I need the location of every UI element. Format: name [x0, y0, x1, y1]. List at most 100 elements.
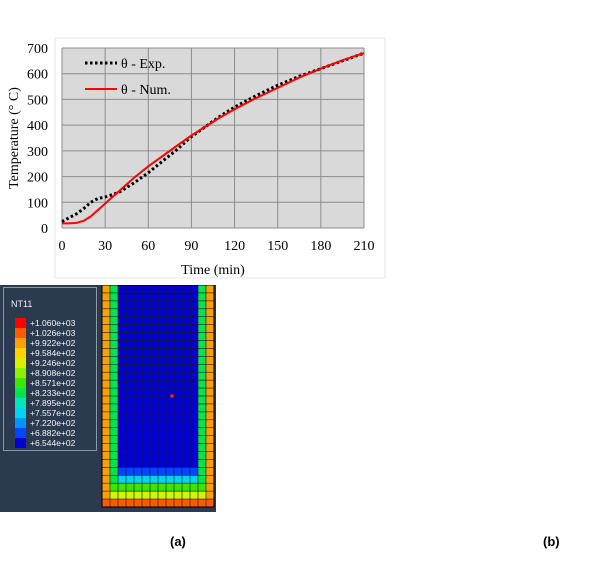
mesh-cell	[149, 387, 159, 397]
mesh-cell	[125, 435, 135, 445]
mesh-cell	[101, 474, 111, 484]
mesh-cell	[197, 474, 207, 484]
mesh-cell	[141, 363, 151, 373]
y-tick-label: 100	[27, 196, 48, 211]
mesh-cell	[125, 356, 135, 365]
mesh-cell	[189, 411, 199, 421]
mesh-cell	[109, 459, 119, 468]
mesh-cell	[125, 451, 135, 460]
mesh-cell	[181, 356, 191, 365]
mesh-cell	[181, 395, 191, 405]
mesh-cell	[189, 451, 199, 460]
y-axis-title: Temperature (° C)	[7, 87, 22, 189]
mesh-cell	[149, 292, 159, 302]
colorbar-level: +7.557e+02	[12, 408, 98, 418]
mesh-cell	[101, 427, 111, 437]
mesh-cell	[189, 379, 199, 389]
mesh-cell	[125, 300, 135, 310]
colorbar-swatch	[15, 368, 26, 378]
mesh-cell	[109, 451, 119, 460]
mesh-cell	[205, 316, 215, 326]
mesh-cell	[173, 482, 183, 492]
mesh-cell	[173, 395, 183, 405]
mesh-cell	[141, 467, 151, 476]
mesh-cell	[125, 332, 135, 341]
mesh-cell	[149, 411, 159, 421]
mesh-cell	[181, 348, 191, 357]
mesh-cell	[173, 498, 183, 508]
mesh-cell	[157, 411, 167, 421]
mesh-cell	[133, 371, 143, 381]
mesh-cell	[173, 419, 183, 429]
colorbar-swatch	[15, 378, 26, 388]
mesh-cell	[197, 451, 207, 460]
mesh-cell	[197, 363, 207, 373]
mesh-cell	[133, 419, 143, 429]
mesh-cell	[125, 340, 135, 349]
mesh-cell	[101, 435, 111, 445]
mesh-cell	[165, 308, 175, 318]
mesh-cell	[149, 285, 159, 294]
colorbar-value: +9.246e+02	[30, 358, 76, 368]
mesh-cell	[149, 474, 159, 484]
mesh-cell	[165, 379, 175, 389]
mesh-cell	[197, 300, 207, 310]
mesh-cell	[181, 324, 191, 334]
mesh-cell	[133, 467, 143, 476]
mesh-cell	[141, 387, 151, 397]
colorbar-value: +8.908e+02	[30, 368, 76, 378]
mesh-cell	[173, 387, 183, 397]
mesh-cell	[117, 340, 127, 349]
mesh-cell	[157, 379, 167, 389]
mesh-cell	[165, 292, 175, 302]
mesh-cell	[205, 451, 215, 460]
mesh-cell	[133, 498, 143, 508]
colorbar-swatch	[15, 418, 26, 428]
mesh-cell	[149, 443, 159, 453]
mesh-cell	[205, 324, 215, 334]
mesh-cell	[133, 435, 143, 445]
mesh-cell	[141, 419, 151, 429]
mesh-cell	[149, 490, 159, 500]
mesh-cell	[133, 285, 143, 294]
colorbar-value: +9.922e+02	[30, 338, 76, 348]
mesh-cell	[101, 411, 111, 421]
mesh-cell	[149, 371, 159, 381]
mesh-cell	[109, 490, 119, 500]
mesh-cell	[125, 371, 135, 381]
y-tick-label: 500	[27, 93, 48, 108]
colorbar-level: +9.922e+02	[12, 338, 98, 348]
mesh-cell	[141, 340, 151, 349]
mesh-cell	[133, 451, 143, 460]
mesh-cell	[109, 411, 119, 421]
mesh-cell	[133, 340, 143, 349]
colorbar-swatch	[15, 388, 26, 398]
mesh-cell	[117, 387, 127, 397]
mesh-cell	[117, 363, 127, 373]
mesh-cell	[157, 403, 167, 413]
mesh-cell	[149, 435, 159, 445]
mesh-cell	[125, 387, 135, 397]
chart-frame	[54, 37, 386, 279]
mesh-cell	[109, 474, 119, 484]
mesh-cell	[197, 387, 207, 397]
mesh-cell	[101, 371, 111, 381]
mesh-cell	[165, 300, 175, 310]
colorbar-value: +7.895e+02	[30, 398, 76, 408]
mesh-cell	[157, 371, 167, 381]
mesh-cell	[125, 403, 135, 413]
mesh-cell	[157, 387, 167, 397]
mesh-cell	[165, 356, 175, 365]
mesh-cell	[173, 316, 183, 326]
colorbar-level: +6.882e+02	[12, 428, 98, 438]
mesh-cell	[165, 371, 175, 381]
mesh-cell	[141, 324, 151, 334]
mesh-cell	[149, 348, 159, 357]
mesh-cell	[101, 419, 111, 429]
mesh-cell	[109, 348, 119, 357]
mesh-cell	[109, 482, 119, 492]
mesh-cell	[109, 356, 119, 365]
mesh-cell	[189, 324, 199, 334]
mesh-cell	[197, 308, 207, 318]
mesh-cell	[149, 324, 159, 334]
